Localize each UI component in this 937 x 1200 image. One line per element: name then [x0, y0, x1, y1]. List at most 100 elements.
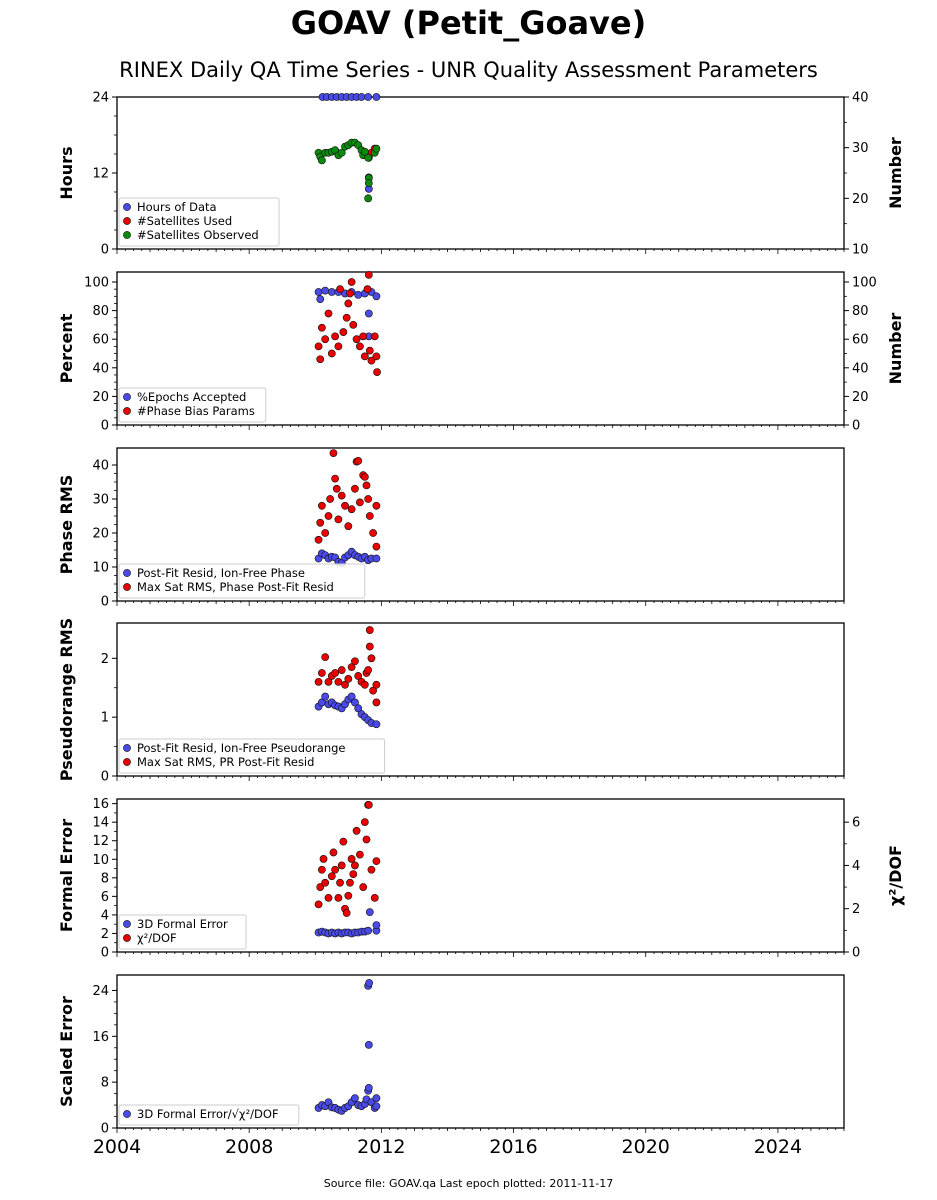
legend-box: [118, 914, 247, 950]
legend-label: %Epochs Accepted: [137, 390, 246, 404]
data-point: [372, 144, 381, 153]
y-right-tick-label: 2: [852, 902, 860, 917]
data-point: [344, 675, 353, 683]
y-tick-label: 40: [92, 361, 109, 376]
data-point: [317, 323, 326, 332]
y-tick-label: 6: [101, 890, 109, 905]
data-point: [365, 626, 374, 634]
data-point: [365, 642, 374, 651]
data-point: [355, 850, 364, 859]
data-point: [317, 156, 326, 165]
data-point: [321, 692, 330, 701]
data-point: [316, 355, 325, 364]
legend-label: Post-Fit Resid, Ion-Free Phase: [137, 566, 305, 580]
y-tick-label: 30: [92, 493, 109, 508]
data-point: [317, 501, 326, 510]
data-point: [314, 342, 323, 351]
legend: Post-Fit Resid, Ion-Free PseudorangeMax …: [118, 738, 386, 774]
data-point: [326, 495, 335, 503]
y-axis-label: Pseudorange RMS: [57, 618, 76, 781]
y-tick-label: 0: [101, 770, 109, 785]
data-point: [367, 654, 376, 663]
y-right-tick-label: 20: [852, 390, 869, 405]
legend-label: #Satellites Used: [137, 214, 232, 228]
data-point: [360, 680, 369, 689]
data-point: [324, 309, 333, 318]
data-point: [352, 826, 361, 835]
data-point: [314, 900, 323, 909]
y-tick-label: 100: [84, 276, 109, 291]
y-right-axis-label: χ²/DOF: [886, 845, 905, 906]
legend-label: χ²/DOF: [137, 931, 177, 945]
y-tick-label: 24: [92, 91, 109, 106]
data-point: [324, 677, 333, 686]
legend-box: [118, 1104, 300, 1126]
data-point: [341, 501, 349, 510]
data-point: [373, 368, 381, 376]
data-point: [367, 356, 376, 365]
data-point: [327, 288, 336, 296]
data-point: [365, 346, 374, 355]
legend-marker: [123, 231, 131, 239]
legend-box: [118, 197, 280, 247]
data-point: [355, 498, 364, 507]
y-right-tick-label: 0: [852, 946, 860, 961]
data-point: [362, 835, 371, 844]
data-point: [347, 855, 356, 863]
data-point: [341, 680, 349, 689]
data-point: [347, 278, 356, 286]
data-point: [319, 855, 328, 863]
data-point: [370, 893, 379, 902]
y-tick-label: 14: [92, 816, 109, 831]
legend-marker: [123, 758, 131, 766]
legend-label: Max Sat RMS, Phase Post-Fit Resid: [137, 580, 334, 594]
panel-6: 0 8 16 24 Scaled Error 3D Formal Error/√χ²/DO…: [57, 974, 845, 1158]
y-right-axis-label: Number: [886, 313, 905, 385]
data-point: [336, 285, 344, 294]
data-point: [347, 505, 356, 514]
data-point: [334, 893, 343, 902]
legend: 3D Formal Error/√χ²/DOF: [118, 1104, 300, 1126]
legend-box: [118, 738, 386, 774]
data-point: [372, 554, 381, 563]
legend: Hours of Data#Satellites Used#Satellites…: [118, 197, 280, 247]
data-point: [334, 677, 343, 686]
data-point: [364, 270, 373, 279]
y-tick-label: 20: [92, 390, 109, 405]
data-point: [349, 321, 358, 329]
data-point: [336, 878, 344, 887]
data-point: [364, 800, 373, 809]
y-right-tick-label: 30: [852, 141, 869, 156]
y-tick-label: 16: [92, 1030, 109, 1045]
data-point: [314, 677, 323, 686]
y-tick-label: 0: [101, 946, 109, 961]
data-point: [364, 495, 373, 503]
data-point: [360, 472, 369, 481]
legend: %Epochs Accepted#Phase Bias Params: [118, 387, 267, 423]
data-point: [372, 680, 381, 689]
data-point: [364, 179, 373, 188]
y-tick-label: 80: [92, 304, 109, 319]
y-right-tick-label: 4: [852, 859, 860, 874]
y-tick-label: 12: [92, 834, 109, 849]
y-axis-label: Percent: [57, 313, 76, 383]
y-axis-label: Formal Error: [57, 819, 76, 932]
y-right-tick-label: 80: [852, 304, 869, 319]
data-point: [372, 93, 381, 101]
data-point: [344, 522, 353, 531]
data-point: [346, 878, 354, 887]
data-point: [354, 457, 363, 465]
data-point: [327, 349, 336, 358]
data-point: [372, 857, 381, 866]
data-point: [364, 1041, 373, 1049]
data-point: [372, 1102, 381, 1111]
data-point: [331, 332, 339, 341]
legend-marker: [123, 920, 131, 928]
legend-marker: [123, 1110, 131, 1118]
data-point: [317, 669, 326, 677]
data-point: [354, 290, 363, 299]
data-point: [364, 666, 373, 674]
data-point: [372, 698, 381, 707]
